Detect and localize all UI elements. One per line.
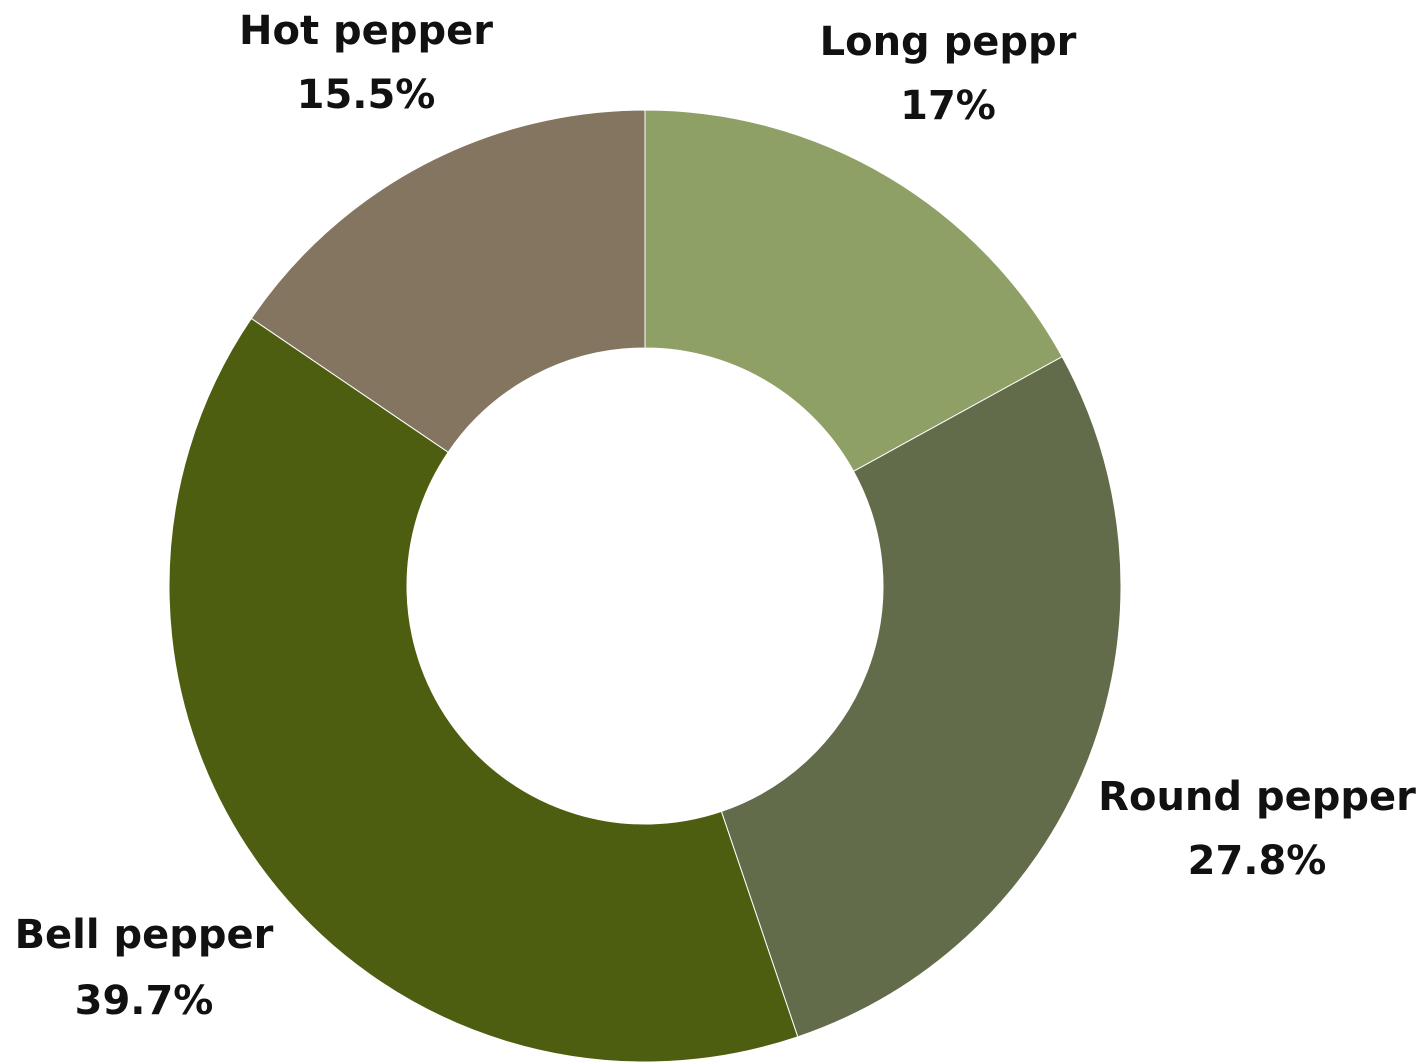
slice-value-long-peppr: 17%: [900, 83, 996, 129]
slice-value-round-pepper: 27.8%: [1188, 838, 1327, 884]
slice-label-bell-pepper: Bell pepper: [15, 912, 274, 958]
slice-value-bell-pepper: 39.7%: [75, 978, 214, 1024]
slice-label-round-pepper: Round pepper: [1098, 774, 1416, 820]
slice-label-long-peppr: Long peppr: [820, 19, 1077, 65]
slice-label-hot-pepper: Hot pepper: [239, 8, 493, 54]
slice-value-hot-pepper: 15.5%: [297, 72, 436, 118]
donut-slices: [169, 110, 1121, 1062]
slice-round-pepper: [721, 357, 1121, 1037]
